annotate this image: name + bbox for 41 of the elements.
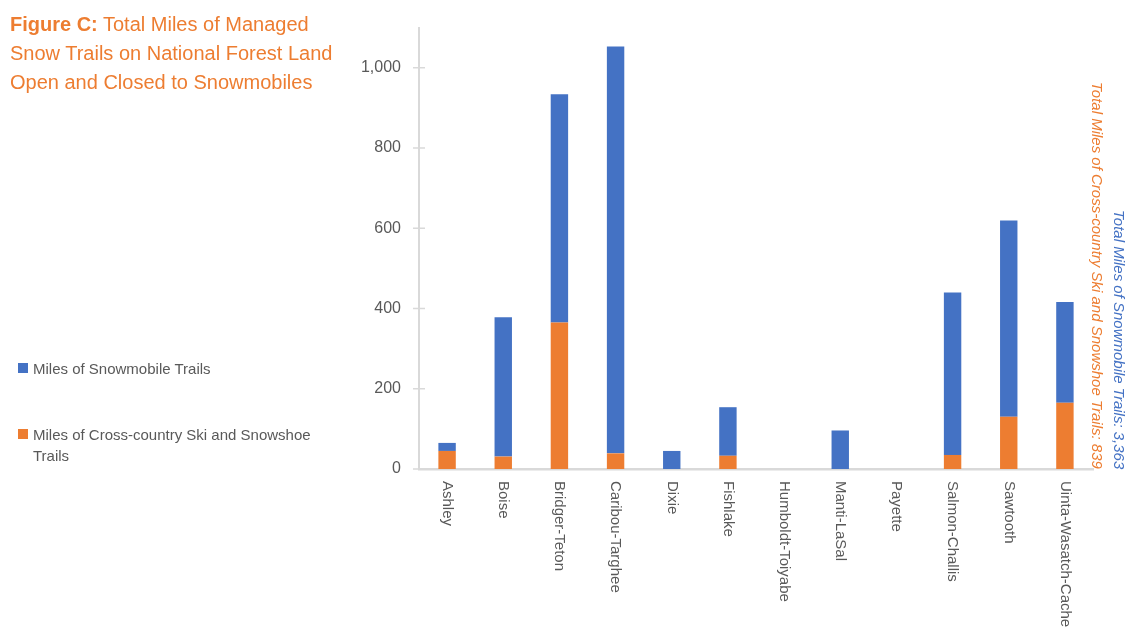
x-tick-label: Manti-LaSal: [833, 481, 851, 562]
y-tick-label: 0: [392, 459, 402, 477]
y-tick-label: 800: [374, 138, 402, 156]
x-tick-label: Payette: [889, 481, 907, 532]
x-tick-label: Dixie: [664, 481, 682, 515]
y-tick-label: 400: [374, 298, 402, 316]
y-tick-label: 200: [374, 379, 402, 397]
text: Figure C: Total Miles of Managed Snow Trails on National Forest Land Open and Closed to Snowmobiles: [10, 13, 333, 93]
bar: [943, 454, 962, 469]
x-tick-label: Sawtooth: [1001, 481, 1019, 544]
x-tick-label: Humboldt-Toiyabe: [776, 481, 794, 602]
bar: [494, 317, 512, 457]
bar: [1000, 220, 1018, 417]
bar: [831, 430, 849, 469]
bar: [606, 46, 625, 454]
bar: [438, 450, 456, 469]
text: Total Miles of Snowmobile Trails: 3,363: [1110, 209, 1129, 469]
x-tick-label: Caribou-Targhee: [608, 481, 626, 593]
y-tick-label: 600: [374, 218, 402, 236]
annotation: Total Miles of Cross-country Ski and Snowshoe Trails: 839: [1088, 82, 1107, 469]
bar: [1000, 416, 1018, 469]
bar: [719, 407, 737, 456]
x-tick-label: Fishlake: [720, 481, 738, 537]
legend-label: Miles of Cross-country Ski and Snowshoe Trails: [33, 425, 312, 466]
bar: [550, 322, 569, 469]
bar: [606, 453, 625, 469]
legend-label: Miles of Snowmobile Trails: [33, 359, 212, 379]
bar: [1056, 302, 1074, 403]
x-tick-label: Uinta-Wasatch-Cache: [1057, 481, 1075, 628]
bar: [663, 450, 681, 469]
x-tick-label: Bridger-Teton: [552, 481, 570, 572]
bar: [438, 442, 456, 451]
bar: [719, 455, 737, 469]
x-tick-label: Boise: [496, 481, 514, 519]
x-tick-label: Ashley: [439, 481, 457, 527]
x-tick-label: Salmon-Challis: [945, 481, 963, 582]
bar: [550, 94, 569, 323]
bar: [943, 292, 962, 455]
bar: [1056, 402, 1074, 469]
y-tick-label: 1,000: [360, 58, 402, 76]
bar: [494, 456, 512, 469]
